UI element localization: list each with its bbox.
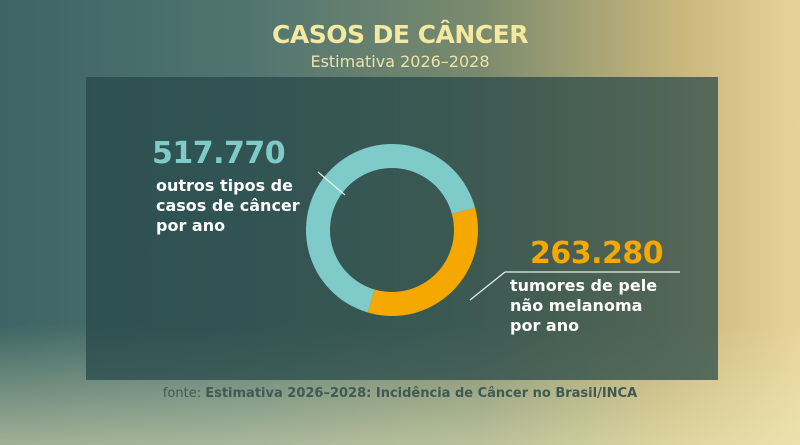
leader-line-1b: [469, 271, 506, 301]
chart-subtitle: Estimativa 2026–2028: [310, 52, 490, 71]
slice-label-1-line1: tumores de pele: [510, 276, 658, 295]
slice-label-0-line3: por ano: [156, 216, 226, 235]
slice-value-0: 517.770: [152, 136, 286, 171]
slice-label-1-line3: por ano: [510, 316, 580, 335]
slice-label-1-line2: não melanoma: [510, 296, 643, 315]
source-prefix: fonte:: [162, 386, 202, 401]
slice-label-0-line1: outros tipos de: [156, 176, 293, 195]
slice-value-1: 263.280: [530, 236, 664, 271]
chart-panel: [86, 77, 718, 380]
leader-line-0: [317, 171, 346, 196]
donut-slice-1: [367, 207, 478, 316]
source-text: Estimativa 2026–2028: Incidência de Cânc…: [205, 386, 638, 401]
source-note: fonte: Estimativa 2026–2028: Incidência …: [0, 386, 800, 401]
chart-title: CASOS DE CÂNCER: [272, 20, 529, 49]
slice-label-0-line2: casos de câncer: [156, 196, 300, 215]
